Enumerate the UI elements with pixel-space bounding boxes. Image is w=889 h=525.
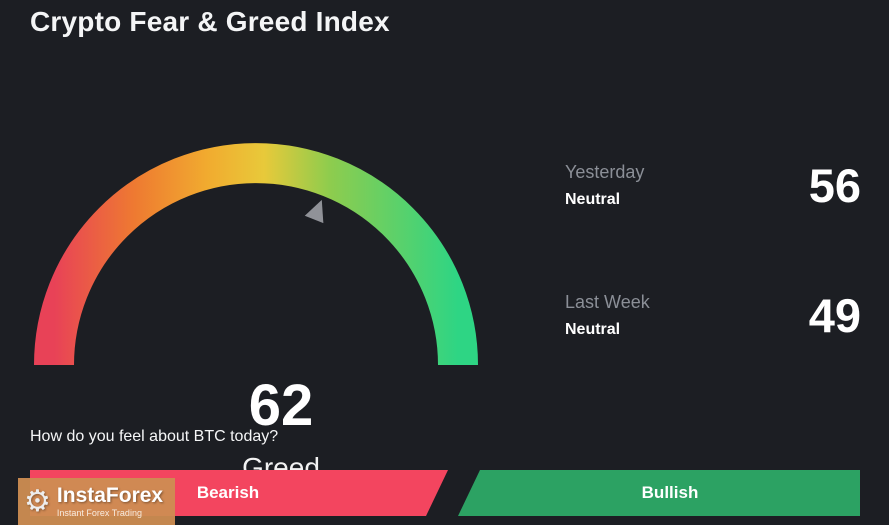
stat-yesterday: Yesterday Neutral 56 <box>565 158 861 213</box>
stat-sentiment-label: Neutral <box>565 191 621 208</box>
gauge-value: 62 <box>248 373 314 438</box>
stat-period-label: Last Week <box>565 292 650 312</box>
gauge-gradient-arc <box>34 143 478 366</box>
stat-period-label: Yesterday <box>565 162 645 182</box>
stat-sentiment-label: Neutral <box>565 321 621 338</box>
vote-question: How do you feel about BTC today? <box>30 428 279 445</box>
gauge-arc <box>34 143 478 366</box>
instaforex-watermark: ⚙ InstaForex Instant Forex Trading <box>18 478 176 525</box>
gauge-chart: 62 Greed <box>25 130 495 483</box>
page-title: Crypto Fear & Greed Index <box>30 6 390 37</box>
bullish-button[interactable]: Bullish <box>458 470 860 516</box>
brand-tagline: Instant Forex Trading <box>56 508 142 518</box>
brand-name: InstaForex <box>56 484 164 507</box>
stat-value: 56 <box>808 159 861 212</box>
gauge-needle-icon <box>304 199 324 224</box>
stat-value: 49 <box>808 289 861 342</box>
stat-last-week: Last Week Neutral 49 <box>565 288 861 343</box>
gear-icon: ⚙ <box>24 484 51 518</box>
